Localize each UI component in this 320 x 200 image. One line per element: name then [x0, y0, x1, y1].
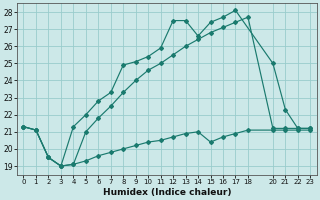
- X-axis label: Humidex (Indice chaleur): Humidex (Indice chaleur): [103, 188, 231, 197]
